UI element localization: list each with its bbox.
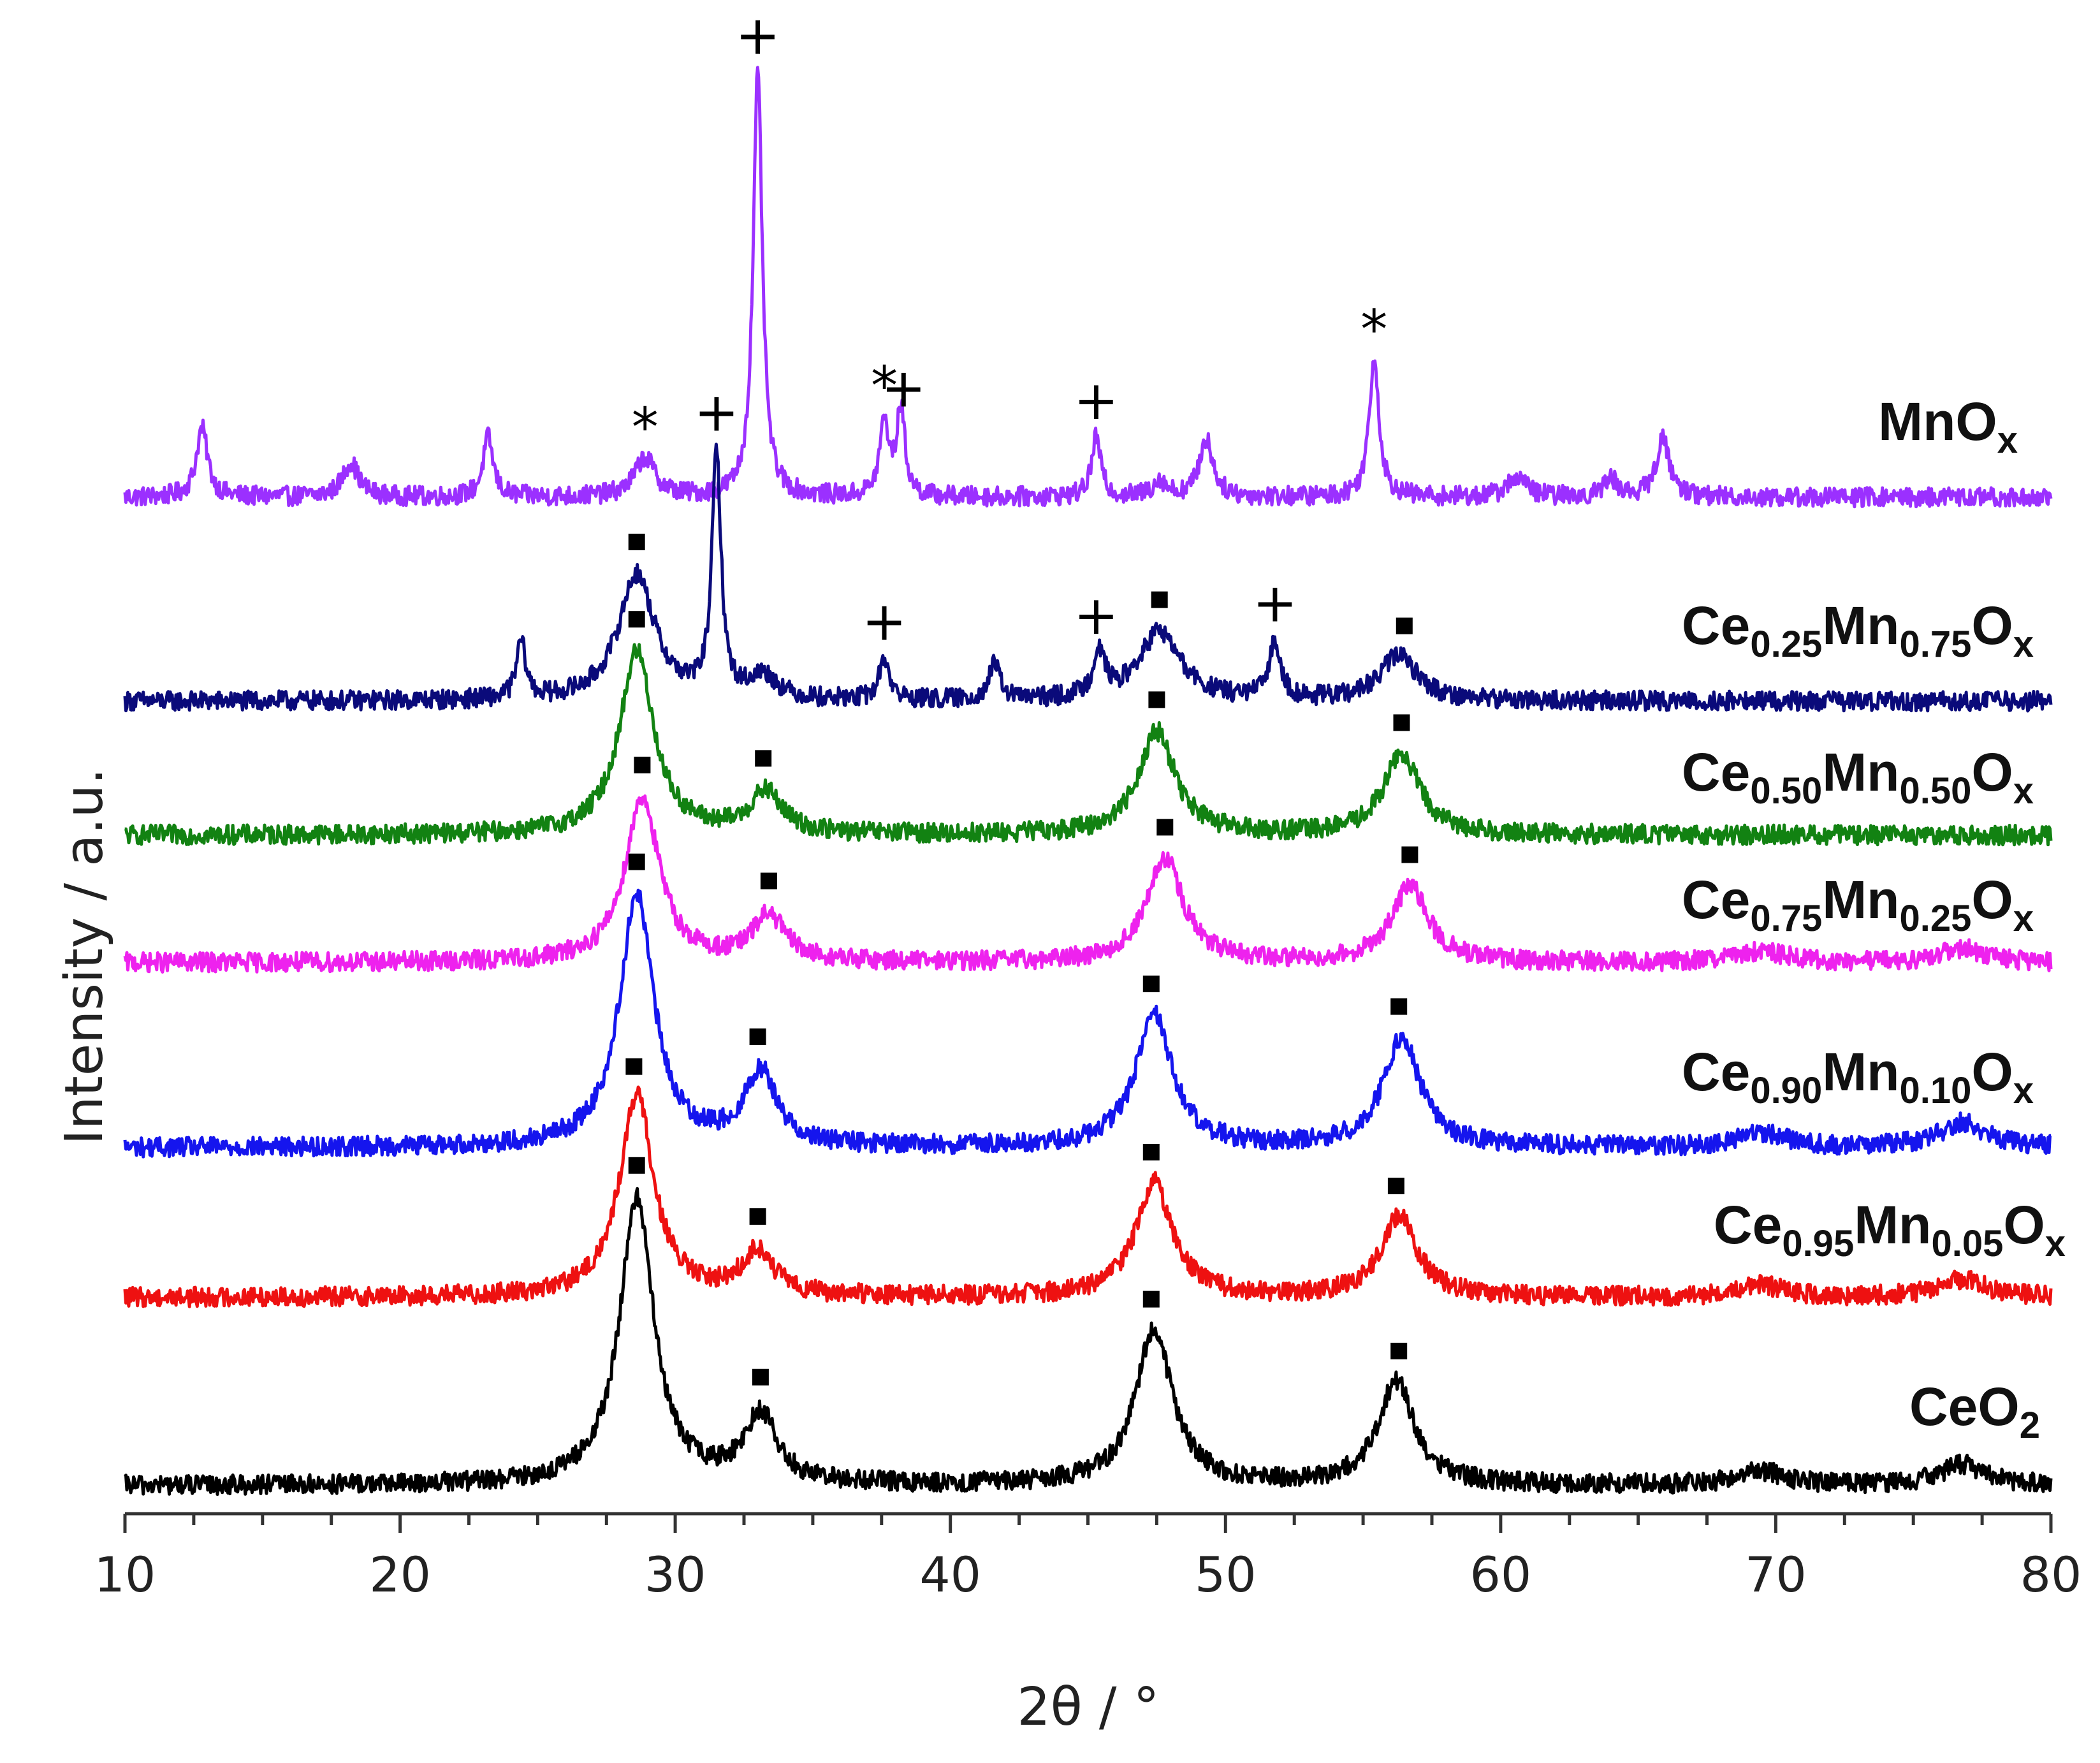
curve-Ce0.90Mn0.10Ox (123, 888, 2052, 1159)
marker-square-Ce0.90Mn0.10Ox-1 (749, 1028, 766, 1045)
series-label-Ce0.75Mn0.25Ox: Ce0.75Mn0.25Ox (1682, 870, 2034, 939)
x-tick-label-80: 80 (2020, 1546, 2082, 1603)
marker-square-Ce0.90Mn0.10Ox-2 (1142, 976, 1160, 993)
series-label-Ce0.25Mn0.75Ox: Ce0.25Mn0.75Ox (1682, 596, 2034, 665)
marker-plus-MnOx-4: + (1074, 369, 1118, 432)
peak-markers: *+*+ +*++ + + (625, 4, 1418, 1386)
marker-plus-Ce0.25Mn0.75Ox-1: + (694, 381, 739, 443)
series-label-Ce0.90Mn0.10Ox: Ce0.90Mn0.10Ox (1682, 1042, 2034, 1111)
marker-square-Ce0.95Mn0.05Ox-3 (1387, 1178, 1404, 1194)
curve-Ce0.75Mn0.25Ox (123, 794, 2053, 974)
series-label-Ce0.50Mn0.50Ox: Ce0.50Mn0.50Ox (1682, 742, 2034, 812)
marker-square-Ce0.90Mn0.10Ox-3 (1390, 998, 1408, 1015)
series-label-CeO2: CeO2 (1909, 1377, 2040, 1446)
marker-square-Ce0.50Mn0.50Ox-0 (628, 611, 645, 628)
marker-square-Ce0.90Mn0.10Ox-0 (628, 853, 645, 870)
y-axis-title: Intensity / a.u. (54, 768, 115, 1145)
x-axis: 10 20 30 40 50 60 70 80 (94, 1512, 2082, 1603)
marker-plus-Ce0.25Mn0.75Ox-3: + (1074, 584, 1118, 647)
x-tick-label-10: 10 (94, 1546, 156, 1603)
diffraction-curves (123, 66, 2053, 1496)
curve-Ce0.50Mn0.50Ox (124, 643, 2053, 847)
marker-square-CeO2-2 (1142, 1291, 1160, 1308)
marker-square-Ce0.50Mn0.50Ox-2 (1148, 691, 1165, 708)
marker-plus-MnOx-3: + (881, 356, 926, 419)
marker-square-Ce0.75Mn0.25Ox-0 (634, 756, 651, 773)
curve-Ce0.25Mn0.75Ox (123, 443, 2053, 713)
x-axis-title: 2θ / ° (1017, 1677, 1159, 1737)
x-tick-label-30: 30 (645, 1546, 706, 1603)
marker-square-Ce0.25Mn0.75Ox-6 (1396, 617, 1413, 634)
marker-plus-Ce0.25Mn0.75Ox-5: + (1253, 572, 1297, 634)
marker-square-Ce0.75Mn0.25Ox-1 (760, 872, 777, 889)
marker-square-CeO2-1 (752, 1368, 769, 1386)
marker-square-Ce0.75Mn0.25Ox-2 (1156, 819, 1174, 836)
marker-square-Ce0.50Mn0.50Ox-3 (1393, 714, 1410, 731)
marker-square-Ce0.50Mn0.50Ox-1 (755, 750, 772, 767)
x-tick-label-70: 70 (1745, 1546, 1807, 1603)
marker-square-Ce0.95Mn0.05Ox-2 (1142, 1144, 1160, 1160)
marker-plus-Ce0.25Mn0.75Ox-2: + (862, 590, 907, 652)
marker-star-MnOx-0: * (632, 396, 659, 458)
x-tick-label-60: 60 (1470, 1546, 1532, 1603)
x-tick-label-40: 40 (919, 1546, 981, 1603)
marker-plus-MnOx-1: + (735, 4, 780, 67)
series-label-MnOx: MnOx (1878, 391, 2018, 461)
marker-square-Ce0.25Mn0.75Ox-0 (628, 534, 645, 550)
series-label-Ce0.95Mn0.05Ox: Ce0.95Mn0.05Ox (1714, 1195, 2066, 1264)
curve-MnOx (123, 66, 2053, 509)
x-tick-label-20: 20 (369, 1546, 431, 1603)
marker-square-CeO2-3 (1390, 1342, 1408, 1359)
series-labels: MnOx Ce0.25Mn0.75Ox Ce0.50Mn0.50Ox Ce0.75Mn… (1682, 391, 2066, 1446)
marker-square-Ce0.75Mn0.25Ox-3 (1401, 846, 1418, 863)
marker-square-Ce0.95Mn0.05Ox-0 (625, 1058, 643, 1075)
marker-square-CeO2-0 (628, 1157, 645, 1174)
curve-CeO2 (124, 1187, 2053, 1496)
x-tick-label-50: 50 (1195, 1546, 1257, 1603)
curve-Ce0.95Mn0.05Ox (123, 1085, 2053, 1308)
marker-square-Ce0.95Mn0.05Ox-1 (749, 1208, 766, 1225)
marker-star-MnOx-2: * (871, 355, 898, 417)
marker-star-MnOx-5: * (1360, 298, 1387, 360)
marker-square-Ce0.25Mn0.75Ox-4 (1151, 591, 1168, 608)
